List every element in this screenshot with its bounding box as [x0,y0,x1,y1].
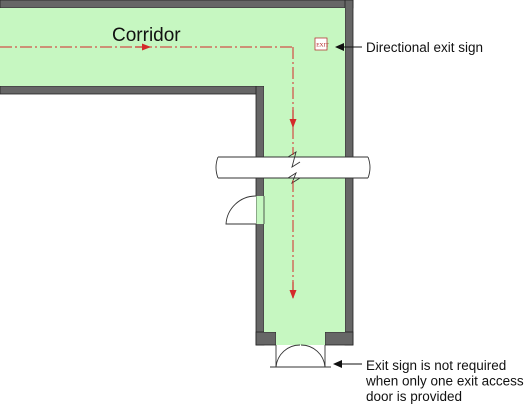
annotation-directional-exit-sign: Directional exit sign [366,40,483,55]
exit-sign: EXIT [314,37,329,51]
annotation-exit-sign-not-required: Exit sign is not required when only one … [365,358,527,404]
exit-sign-text: EXIT [316,42,329,48]
break-line-symbol [215,151,371,185]
egress-path [0,43,297,300]
exit-door [270,344,331,368]
side-door [225,195,265,225]
corridor-label: Corridor [112,25,181,46]
